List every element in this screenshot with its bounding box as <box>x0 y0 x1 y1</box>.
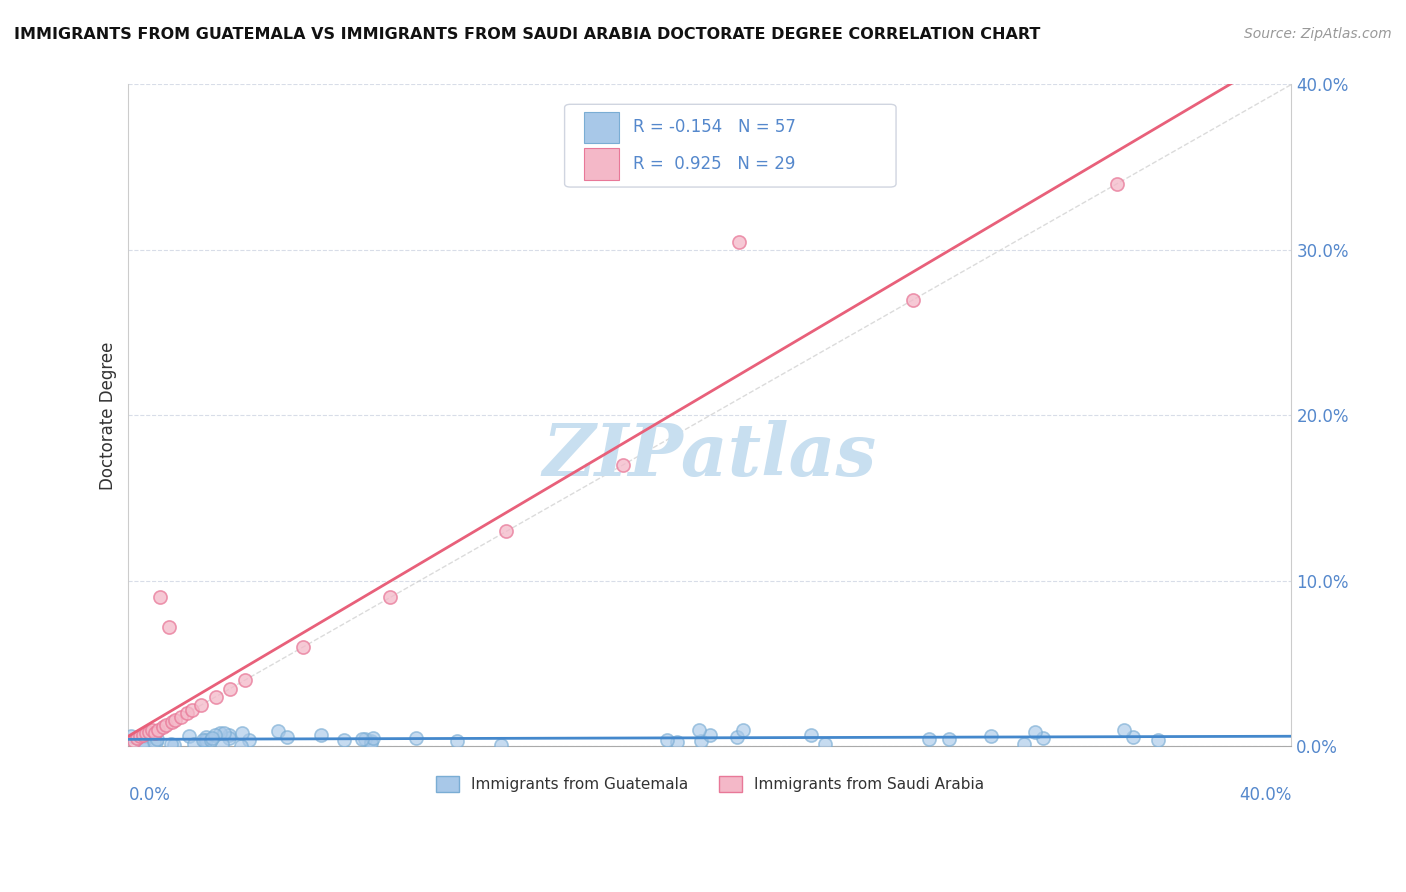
Point <box>149 591 172 605</box>
Point <box>311 728 333 742</box>
Point <box>155 718 177 732</box>
Point <box>725 730 748 744</box>
Point <box>360 736 382 750</box>
Point <box>209 725 232 739</box>
Point <box>135 726 157 740</box>
Point <box>145 734 167 748</box>
Point <box>333 732 356 747</box>
Point <box>231 726 253 740</box>
Point <box>665 734 688 748</box>
Point <box>218 728 240 742</box>
Point <box>446 734 468 748</box>
Point <box>267 723 290 738</box>
Text: R =  0.925   N = 29: R = 0.925 N = 29 <box>633 155 796 173</box>
Point <box>200 732 222 747</box>
Point <box>360 734 382 748</box>
Point <box>699 728 721 742</box>
Point <box>170 709 193 723</box>
Point <box>143 735 166 749</box>
Point <box>163 738 186 752</box>
Point <box>1112 723 1135 737</box>
Point <box>378 591 401 605</box>
Point <box>903 293 925 307</box>
Point <box>193 733 215 747</box>
Text: ZIPatlas: ZIPatlas <box>543 419 877 491</box>
Point <box>218 731 240 745</box>
Point <box>141 723 163 737</box>
Point <box>146 731 169 746</box>
FancyBboxPatch shape <box>565 104 896 187</box>
Point <box>204 690 226 704</box>
Point <box>146 723 169 737</box>
Point <box>190 698 212 712</box>
Point <box>132 734 155 748</box>
Point <box>728 235 751 249</box>
Point <box>152 720 174 734</box>
Point <box>157 620 180 634</box>
Point <box>1122 731 1144 745</box>
Point <box>159 737 181 751</box>
Point <box>138 724 160 739</box>
Point <box>201 731 224 745</box>
Point <box>1032 731 1054 745</box>
Point <box>291 640 314 654</box>
Point <box>195 733 218 747</box>
Point <box>194 734 217 748</box>
Point <box>361 731 384 745</box>
Point <box>233 673 256 688</box>
Point <box>276 730 298 744</box>
Point <box>127 731 149 746</box>
Point <box>143 726 166 740</box>
Point <box>163 713 186 727</box>
Point <box>657 733 679 747</box>
FancyBboxPatch shape <box>585 112 619 144</box>
Point <box>131 739 153 754</box>
Point <box>405 731 427 745</box>
Point <box>124 734 146 748</box>
Point <box>1014 737 1036 751</box>
Point <box>495 524 517 539</box>
Point <box>1147 732 1170 747</box>
Point <box>813 737 835 751</box>
Point <box>229 739 252 753</box>
Point <box>918 732 941 747</box>
FancyBboxPatch shape <box>585 148 619 180</box>
Text: R = -0.154   N = 57: R = -0.154 N = 57 <box>633 119 796 136</box>
Point <box>204 727 226 741</box>
Point <box>800 728 823 742</box>
Point <box>1024 724 1046 739</box>
Point <box>160 714 183 729</box>
Point <box>690 734 713 748</box>
Point <box>183 737 205 751</box>
Point <box>1105 177 1128 191</box>
Point <box>125 731 148 746</box>
Point <box>212 726 235 740</box>
Point <box>132 728 155 742</box>
Point <box>352 732 374 747</box>
Point <box>134 729 156 743</box>
Point <box>211 737 233 751</box>
Text: 0.0%: 0.0% <box>128 786 170 805</box>
Point <box>938 731 960 746</box>
Point <box>489 739 512 753</box>
Point <box>688 723 710 737</box>
Point <box>980 729 1002 743</box>
Y-axis label: Doctorate Degree: Doctorate Degree <box>100 342 117 490</box>
Point <box>194 730 217 744</box>
Point <box>612 458 634 472</box>
Point <box>181 703 204 717</box>
Text: 40.0%: 40.0% <box>1239 786 1292 805</box>
Legend: Immigrants from Guatemala, Immigrants from Saudi Arabia: Immigrants from Guatemala, Immigrants fr… <box>430 770 990 798</box>
Point <box>179 730 201 744</box>
Point <box>353 732 375 747</box>
Point <box>731 723 754 737</box>
Text: Source: ZipAtlas.com: Source: ZipAtlas.com <box>1244 27 1392 41</box>
Point <box>176 706 198 721</box>
Text: IMMIGRANTS FROM GUATEMALA VS IMMIGRANTS FROM SAUDI ARABIA DOCTORATE DEGREE CORRE: IMMIGRANTS FROM GUATEMALA VS IMMIGRANTS … <box>14 27 1040 42</box>
Point <box>238 732 260 747</box>
Point <box>129 730 152 744</box>
Point <box>120 729 142 743</box>
Point <box>219 681 242 696</box>
